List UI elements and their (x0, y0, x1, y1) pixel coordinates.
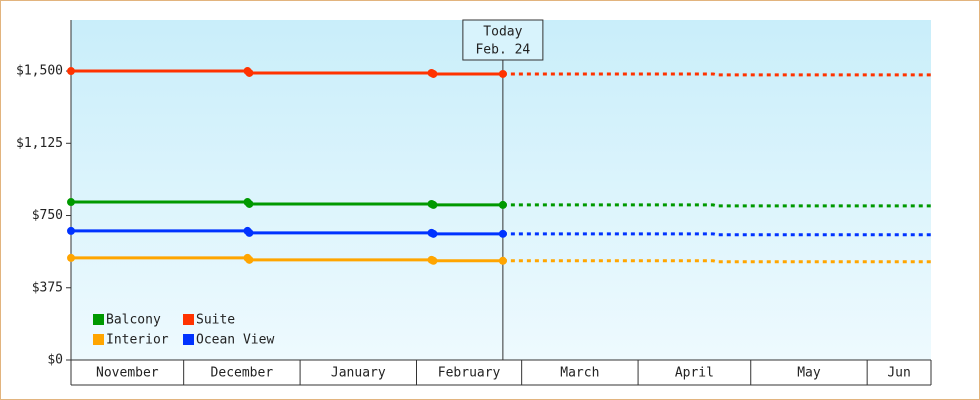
price-point (498, 69, 507, 78)
price-point (67, 198, 75, 207)
price-point (245, 68, 254, 77)
legend-swatch (183, 334, 194, 345)
price-line (71, 256, 503, 263)
x-tick-label: January (331, 366, 386, 381)
x-tick-label: February (438, 366, 501, 381)
price-point (498, 256, 507, 265)
price-line (71, 229, 503, 236)
today-label: Feb. 24 (475, 43, 530, 58)
price-point (429, 256, 438, 265)
x-tick-label: November (96, 366, 159, 381)
legend-swatch (93, 314, 104, 325)
y-tick-label: $375 (32, 280, 63, 295)
y-tick-label: $0 (47, 353, 63, 368)
price-point (498, 200, 507, 209)
price-point (67, 226, 75, 235)
legend-label: Balcony (106, 313, 161, 328)
legend-label: Ocean View (196, 333, 274, 348)
x-tick-label: December (211, 366, 274, 381)
x-tick-label: April (675, 366, 714, 381)
forecast-line (502, 72, 931, 77)
price-point (429, 229, 438, 238)
x-tick-label: Jun (887, 366, 910, 381)
today-label: Today (483, 25, 522, 40)
today-box (462, 19, 544, 61)
y-tick-label: $1,125 (16, 136, 63, 151)
price-line (71, 200, 503, 207)
price-point (498, 229, 507, 238)
x-tick-label: March (560, 366, 599, 381)
price-point (245, 199, 254, 208)
legend-swatch (93, 334, 104, 345)
price-point (245, 255, 254, 264)
x-axis-band (71, 360, 931, 385)
forecast-line (502, 203, 931, 208)
price-point (429, 69, 438, 78)
forecast-line (502, 232, 931, 237)
legend-label: Suite (196, 313, 235, 328)
price-point (429, 200, 438, 209)
price-point (245, 228, 254, 237)
price-point (67, 67, 75, 76)
legend-label: Interior (106, 333, 169, 348)
price-line (71, 69, 503, 76)
y-tick-label: $750 (32, 208, 63, 223)
legend-swatch (183, 314, 194, 325)
price-point (67, 253, 75, 262)
x-tick-label: May (797, 366, 821, 381)
y-tick-label: $1,500 (16, 64, 63, 79)
forecast-line (502, 259, 931, 264)
